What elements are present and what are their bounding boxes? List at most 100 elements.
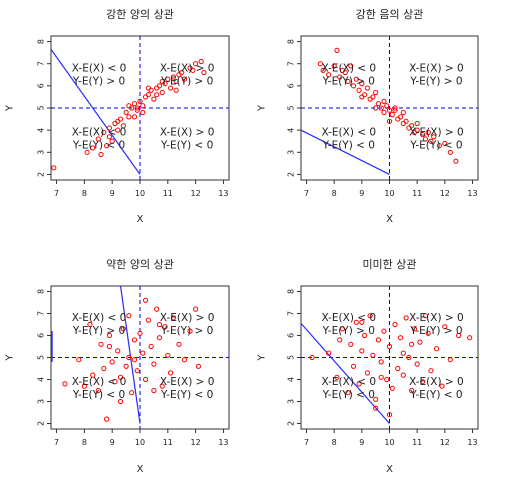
- panel-2: 강한 음의 상관7 8 9 10 11 12 132345678XYX-E(X) < 0Y-…: [257, 8, 479, 225]
- y-tick-label: 5: [37, 355, 46, 360]
- data-point: [401, 351, 405, 355]
- quadrant-label-top-left: X-E(X) < 0: [72, 62, 127, 74]
- data-point: [454, 159, 458, 163]
- data-point: [168, 371, 172, 375]
- x-tick-label: 7: [304, 189, 309, 198]
- data-point: [376, 101, 380, 105]
- x-tick-label: 7: [54, 189, 59, 198]
- data-point: [166, 353, 170, 357]
- data-point: [194, 307, 198, 311]
- data-point: [160, 90, 164, 94]
- x-tick-label: 8: [332, 189, 337, 198]
- data-point: [141, 104, 145, 108]
- data-point: [468, 336, 472, 340]
- x-tick-label: 12: [440, 189, 450, 198]
- x-tick-label: 10: [135, 189, 145, 198]
- data-point: [152, 362, 156, 366]
- y-tick-label: 2: [287, 421, 296, 426]
- x-tick-label: 9: [359, 189, 364, 198]
- data-point: [143, 298, 147, 302]
- x-tick-label: 10: [135, 438, 145, 447]
- data-point: [146, 318, 150, 322]
- data-point: [434, 347, 438, 351]
- y-tick-label: 6: [287, 83, 296, 88]
- quadrant-label-top-right: Y-E(Y) > 0: [409, 75, 462, 87]
- quadrant-label-bottom-right: Y-E(Y) < 0: [409, 389, 462, 401]
- x-tick-label: 11: [163, 189, 173, 198]
- data-point: [382, 99, 386, 103]
- panel-4: 미미한 상관7 8 9 10 11 12 132345678XYX-E(X) < 0Y-E(…: [257, 258, 479, 475]
- data-point: [401, 373, 405, 377]
- y-tick-label: 7: [287, 61, 296, 66]
- quadrant-label-top-left: Y-E(Y) > 0: [322, 325, 375, 337]
- chart-title: 약한 양의 상관: [106, 257, 174, 271]
- data-point: [177, 342, 181, 346]
- reference-line: [301, 323, 390, 423]
- data-point: [379, 375, 383, 379]
- data-point: [124, 364, 128, 368]
- data-point: [127, 314, 131, 318]
- data-point: [52, 166, 56, 170]
- y-tick-label: 8: [287, 289, 296, 294]
- x-tick-label: 9: [359, 438, 364, 447]
- quadrant-label-top-left: Y-E(Y) > 0: [72, 75, 125, 87]
- data-point: [155, 93, 159, 97]
- data-point: [393, 322, 397, 326]
- data-point: [448, 358, 452, 362]
- y-tick-label: 2: [37, 421, 46, 426]
- quadrant-label-bottom-right: X-E(X) > 0: [160, 127, 215, 139]
- y-tick-label: 8: [37, 39, 46, 44]
- data-point: [335, 48, 339, 52]
- quadrant-label-top-left: X-E(X) < 0: [72, 312, 127, 324]
- data-point: [351, 364, 355, 368]
- x-axis-label: X: [137, 214, 144, 225]
- y-tick-label: 4: [287, 128, 296, 133]
- data-point: [360, 349, 364, 353]
- quadrant-label-top-right: Y-E(Y) > 0: [409, 325, 462, 337]
- x-tick-label: 11: [412, 438, 422, 447]
- data-point: [385, 377, 389, 381]
- y-tick-label: 5: [37, 105, 46, 110]
- x-tick-label: 8: [82, 438, 87, 447]
- quadrant-label-bottom-left: Y-E(Y) < 0: [72, 389, 125, 401]
- quadrant-label-bottom-right: X-E(X) > 0: [409, 127, 464, 139]
- y-tick-label: 2: [37, 172, 46, 177]
- data-point: [382, 110, 386, 114]
- y-tick-label: 6: [287, 333, 296, 338]
- y-axis-label: Y: [5, 104, 16, 112]
- data-point: [135, 369, 139, 373]
- data-point: [99, 152, 103, 156]
- data-point: [124, 110, 128, 114]
- plot-area: [51, 36, 229, 180]
- data-point: [390, 113, 394, 117]
- quadrant-label-bottom-left: Y-E(Y) < 0: [72, 140, 125, 152]
- data-point: [379, 360, 383, 364]
- x-tick-label: 9: [110, 189, 115, 198]
- data-point: [99, 342, 103, 346]
- data-point: [418, 340, 422, 344]
- y-axis-label: Y: [257, 354, 268, 362]
- x-tick-label: 12: [191, 438, 201, 447]
- data-point: [141, 110, 145, 114]
- data-point: [174, 88, 178, 92]
- data-point: [63, 382, 67, 386]
- y-tick-label: 5: [287, 105, 296, 110]
- data-point: [105, 417, 109, 421]
- plot-area: [301, 286, 478, 429]
- y-tick-label: 4: [37, 128, 46, 133]
- quadrant-label-top-right: X-E(X) > 0: [160, 312, 215, 324]
- y-tick-label: 3: [37, 150, 46, 155]
- data-point: [365, 371, 369, 375]
- data-point: [110, 360, 114, 364]
- y-tick-label: 6: [37, 333, 46, 338]
- quadrant-label-top-left: X-E(X) < 0: [321, 62, 376, 74]
- chart-title: 강한 음의 상관: [356, 8, 424, 21]
- quadrant-label-top-right: Y-E(Y) > 0: [160, 325, 213, 337]
- data-point: [132, 101, 136, 105]
- data-point: [401, 110, 405, 114]
- x-tick-label: 8: [82, 189, 87, 198]
- y-tick-label: 4: [287, 377, 296, 382]
- y-tick-label: 7: [37, 311, 46, 316]
